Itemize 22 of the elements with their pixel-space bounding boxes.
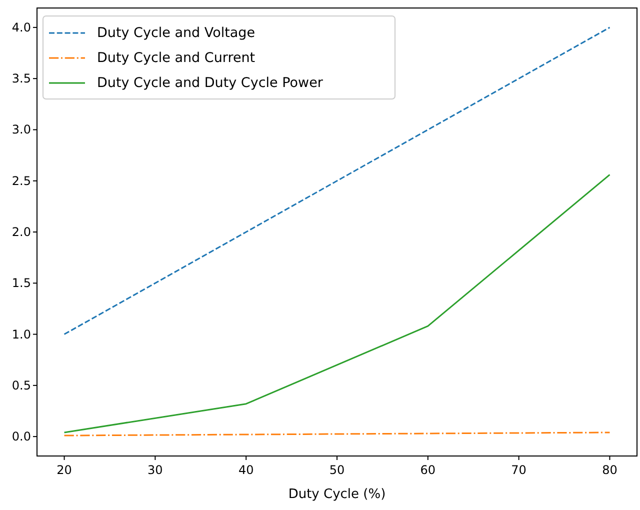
y-tick-label: 0.5 bbox=[12, 378, 31, 392]
x-tick-label: 30 bbox=[148, 463, 163, 477]
y-tick-label: 2.0 bbox=[12, 225, 31, 239]
line-series bbox=[64, 174, 610, 434]
x-tick-label: 50 bbox=[329, 463, 345, 477]
x-tick-label: 20 bbox=[56, 463, 72, 477]
x-tick-label: 70 bbox=[511, 463, 526, 477]
x-tick-label: 80 bbox=[602, 463, 618, 477]
y-tick-label: 1.5 bbox=[12, 276, 31, 290]
x-axis-title: Duty Cycle (%) bbox=[288, 487, 386, 502]
y-tick-label: 0.0 bbox=[12, 430, 31, 444]
y-tick-label: 4.0 bbox=[12, 20, 31, 34]
line-series bbox=[64, 26, 610, 336]
legend-label: Duty Cycle and Duty Cycle Power bbox=[97, 75, 324, 91]
legend-label: Duty Cycle and Voltage bbox=[97, 25, 256, 41]
x-tick-label: 40 bbox=[238, 463, 254, 477]
y-tick-label: 1.0 bbox=[12, 327, 31, 342]
x-tick-label: 60 bbox=[420, 463, 436, 477]
y-tick-label: 3.5 bbox=[12, 72, 31, 86]
y-tick-label: 3.0 bbox=[12, 122, 31, 137]
legend-label: Duty Cycle and Current bbox=[97, 50, 256, 66]
y-tick-label: 2.5 bbox=[12, 174, 31, 188]
